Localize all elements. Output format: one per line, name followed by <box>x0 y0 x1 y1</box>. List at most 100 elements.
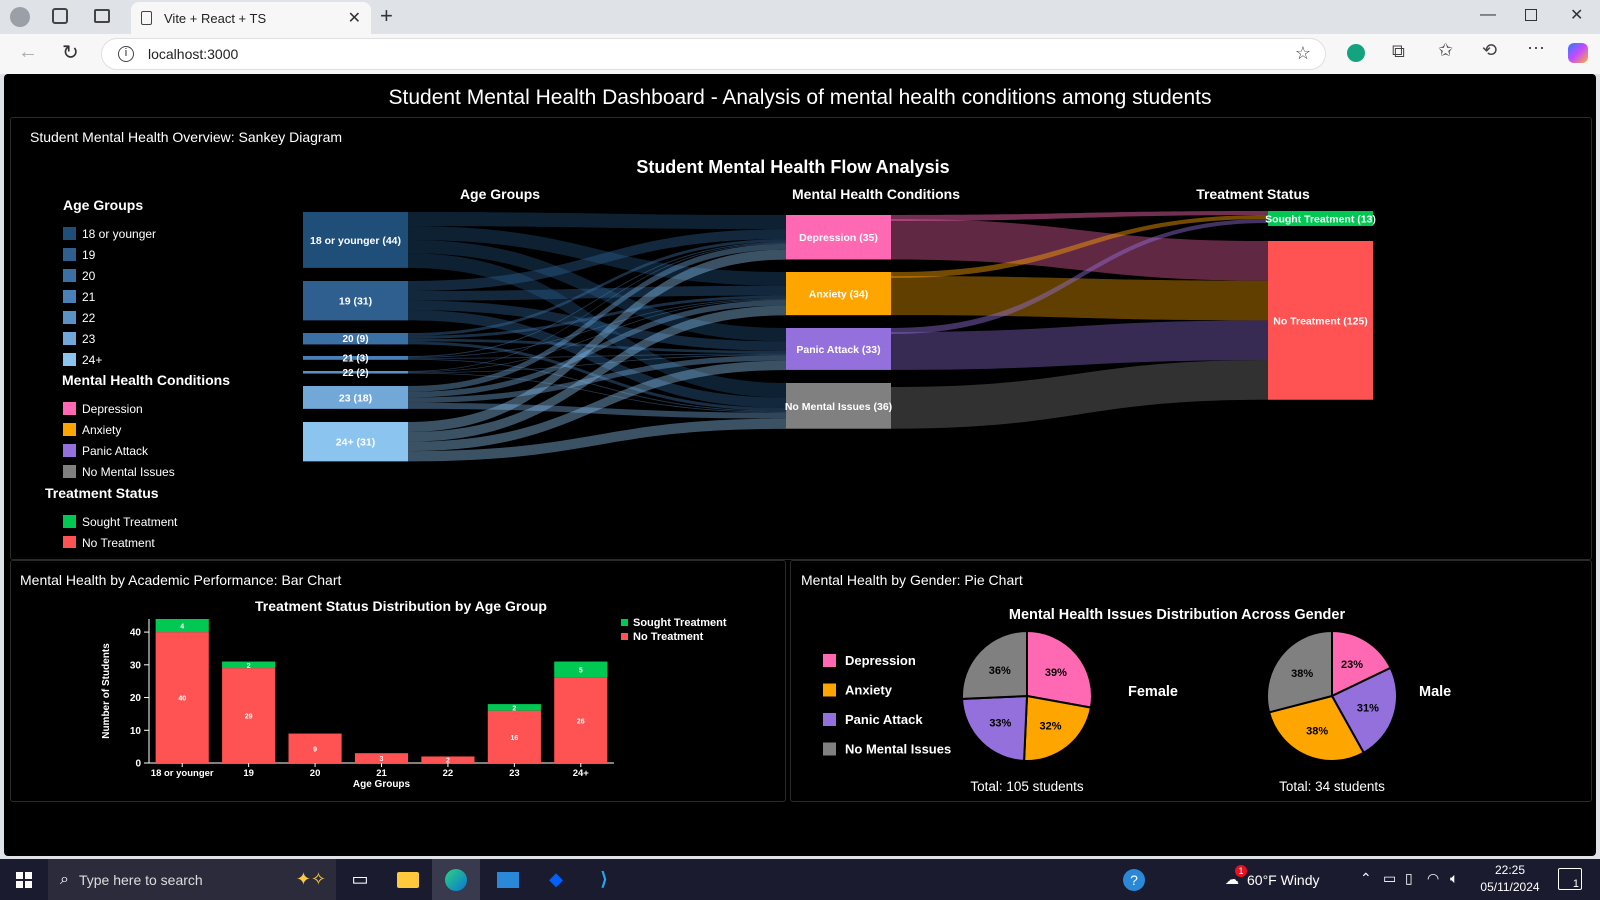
bar-chart-svg: Treatment Status Distribution by Age Gro… <box>101 598 727 790</box>
favorite-star-icon[interactable]: ☆ <box>1294 43 1311 63</box>
wifi-icon[interactable]: ◠ <box>1427 870 1440 886</box>
clock-time: 22:25 <box>1494 863 1526 877</box>
bar-sought-treatment <box>554 661 608 678</box>
bar-x-tick-label: 18 or younger <box>151 768 214 779</box>
bar-no-treatment <box>554 677 608 763</box>
notifications-count: 1 <box>1572 878 1579 890</box>
dropbox-icon[interactable]: ◆ <box>549 869 563 889</box>
weather-icon: ☁ 1 <box>1225 865 1247 888</box>
bar-legend-label: No Treatment <box>633 631 704 643</box>
vscode-icon[interactable]: ⟩ <box>600 869 608 889</box>
windows-start-icon[interactable] <box>0 859 48 900</box>
dashboard-title: Student Mental Health Dashboard - Analys… <box>388 86 1212 109</box>
minimize-icon[interactable]: — <box>1480 6 1496 23</box>
sankey-node-label: 19 (31) <box>339 296 372 308</box>
edge-icon[interactable] <box>432 859 480 900</box>
weather-widget[interactable]: ☁ 1 60°F Windy <box>1225 859 1320 900</box>
profile-icon[interactable] <box>10 7 30 27</box>
grammarly-icon[interactable] <box>1347 44 1365 62</box>
sankey-link-age-condition <box>408 242 786 357</box>
sankey-link-age-condition <box>408 341 786 411</box>
legend-heading-conditions: Mental Health Conditions <box>62 372 230 388</box>
sankey-node <box>303 386 408 409</box>
taskbar-search[interactable]: ⌕ Type here to search ✦✧ <box>48 859 336 900</box>
extensions-icon[interactable]: ⧉ <box>1392 41 1405 61</box>
legend-item: Panic Attack <box>82 444 149 458</box>
sankey-node <box>303 371 408 374</box>
volume-icon[interactable]: 🔈︎ <box>1450 870 1459 886</box>
pie-slice <box>1331 629 1392 698</box>
tab-title: Vite + React + TS <box>164 10 267 26</box>
pie-gender-label: Male <box>1419 684 1451 700</box>
bar-value-label: 2 <box>446 758 450 765</box>
sankey-chart-title: Student Mental Health Flow Analysis <box>636 157 949 177</box>
pie-gender-label: Female <box>1128 684 1178 700</box>
sankey-link-age-condition <box>408 358 786 412</box>
sankey-link-condition-treatment <box>891 219 1268 281</box>
mail-icon[interactable] <box>484 859 532 900</box>
legend-item: 21 <box>82 290 96 304</box>
back-icon[interactable]: ← <box>18 41 38 63</box>
sankey-link-age-condition <box>408 372 786 413</box>
legend-item: No Mental Issues <box>82 465 175 479</box>
history-icon[interactable]: ⟲ <box>1482 40 1498 60</box>
sankey-node <box>303 356 408 360</box>
sankey-svg: Student Mental Health Flow Analysis Age … <box>45 157 1376 548</box>
sankey-node <box>786 272 891 316</box>
info-icon[interactable]: i <box>118 46 134 62</box>
bar-no-treatment <box>155 632 209 763</box>
clock[interactable]: 22:25 05/11/2024 <box>1470 862 1550 896</box>
notifications-icon[interactable]: 1 <box>1558 868 1582 890</box>
sankey-link-age-condition <box>408 305 786 442</box>
chevron-up-icon[interactable]: ⌃ <box>1360 870 1372 886</box>
bar-legend-swatch <box>621 633 628 640</box>
bar-legend-label: Sought Treatment <box>633 617 727 629</box>
maximize-icon[interactable] <box>1525 9 1537 21</box>
battery-icon[interactable]: ▭ <box>1383 870 1397 886</box>
bar-panel-title: Mental Health by Academic Performance: B… <box>20 572 342 588</box>
legend-item: 19 <box>82 248 96 262</box>
bar-value-label: 26 <box>577 718 585 725</box>
tab-active[interactable]: Vite + React + TS ✕ <box>131 2 371 34</box>
sankey-link-age-condition <box>408 338 786 354</box>
bar-x-tick-label: 22 <box>443 768 454 779</box>
bar-x-tick-label: 24+ <box>573 768 590 779</box>
legend-swatch <box>63 248 76 261</box>
bar-sought-treatment <box>487 704 541 711</box>
legend-swatch <box>63 227 76 240</box>
bar-value-label: 16 <box>510 735 518 742</box>
favorites-icon[interactable]: ✩ <box>1438 40 1454 60</box>
sankey-link-age-condition <box>408 239 786 342</box>
bar-value-label: 9 <box>313 746 317 753</box>
legend-item: Depression <box>82 402 143 416</box>
legend-item: 18 or younger <box>82 227 156 241</box>
file-explorer-icon[interactable] <box>384 859 432 900</box>
sankey-link-age-condition <box>408 354 786 373</box>
more-icon[interactable]: ⋯ <box>1527 38 1545 58</box>
close-window-icon[interactable]: ✕ <box>1570 7 1584 24</box>
sankey-link-age-condition <box>408 402 786 419</box>
task-view-icon[interactable]: ▭ <box>351 869 369 889</box>
url-field[interactable]: i localhost:3000 ☆ <box>101 38 1326 70</box>
refresh-icon[interactable]: ↻ <box>62 42 79 64</box>
new-tab-icon[interactable]: + <box>380 3 393 28</box>
sankey-link-age-condition <box>408 299 786 373</box>
legend-swatch <box>63 465 76 478</box>
weather-text: 60°F Windy <box>1247 871 1320 888</box>
help-icon[interactable]: ? <box>1110 859 1158 900</box>
legend-swatch <box>63 402 76 415</box>
device-icon[interactable]: ▯ <box>1405 870 1413 886</box>
sankey-node-label: 21 (3) <box>342 353 368 364</box>
pie-slice-label: 38% <box>1306 726 1328 738</box>
bar-no-treatment <box>288 733 342 763</box>
legend-swatch <box>63 423 76 436</box>
pie-panel: Mental Health by Gender: Pie Chart Menta… <box>790 560 1592 802</box>
sankey-link-condition-treatment <box>891 276 1268 321</box>
pie-legend-label: Depression <box>845 653 916 668</box>
clock-date: 05/11/2024 <box>1480 880 1540 894</box>
close-tab-icon[interactable]: ✕ <box>347 10 361 27</box>
sankey-link-condition-treatment <box>891 360 1268 429</box>
copilot-icon[interactable] <box>1568 43 1588 63</box>
vertical-tabs-icon[interactable] <box>94 9 110 23</box>
workspaces-icon[interactable] <box>52 8 68 24</box>
